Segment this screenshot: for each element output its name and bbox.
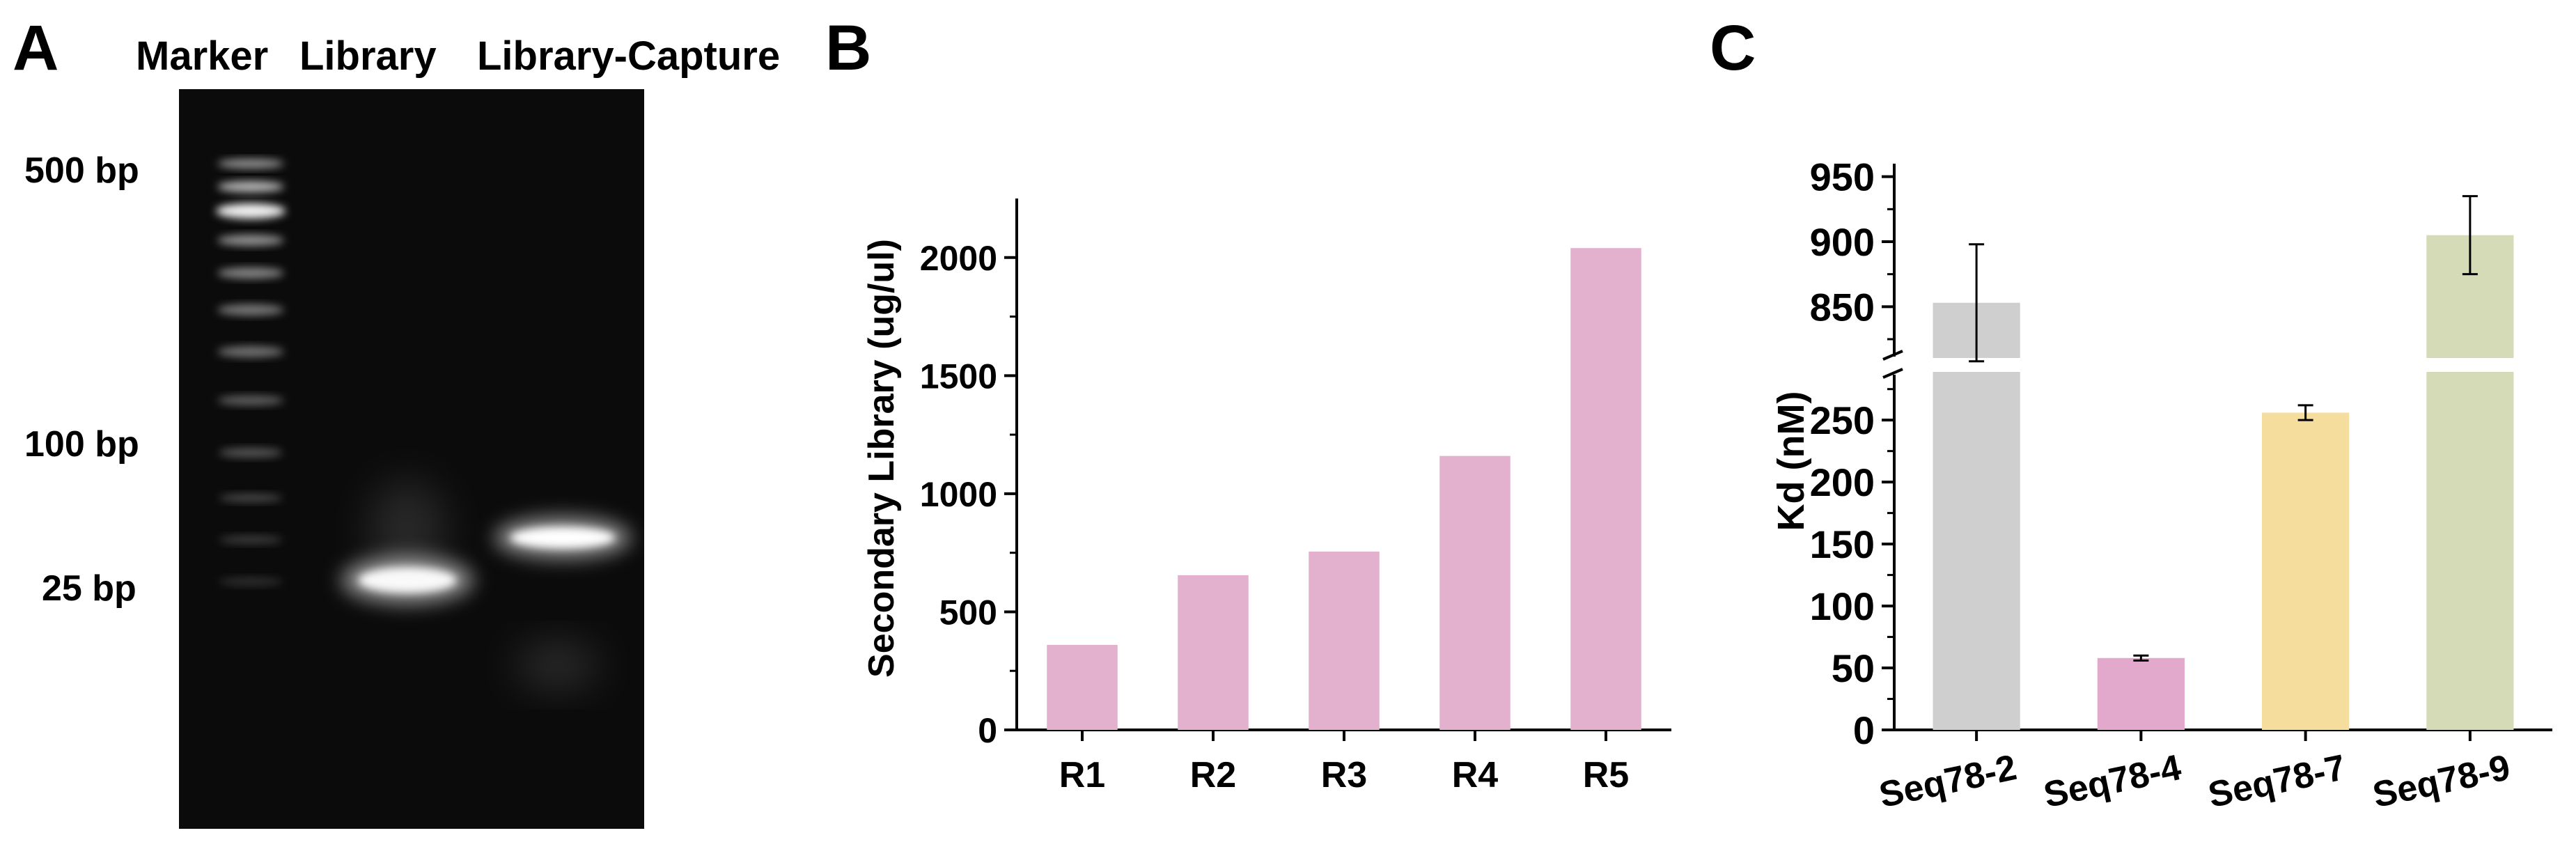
library-lane — [341, 481, 474, 604]
ladder-band — [219, 448, 283, 458]
chart-c-y-tick-label: 0 — [1853, 708, 1875, 752]
lane-label-library: Library — [299, 33, 437, 79]
library-capture-lane — [494, 517, 631, 687]
chart-c-y-tick-label: 950 — [1810, 155, 1875, 199]
chart-c-ylabel: Kd (nM) — [1770, 391, 1812, 531]
chart-b-y-tick-label: 1500 — [920, 357, 997, 396]
ladder-band — [219, 577, 283, 586]
size-label-100bp: 100 bp — [24, 424, 139, 465]
chart-b-x-tick-label: R3 — [1321, 755, 1367, 795]
chart-c-x-tick-label: Seq78-2 — [1875, 747, 2020, 816]
capture-smear — [515, 643, 599, 687]
ladder-band — [217, 396, 284, 405]
panel-a-letter: A — [13, 13, 58, 84]
chart-c-y-tick-label: 200 — [1810, 460, 1875, 504]
ladder-band — [219, 536, 283, 544]
chart-c: 0 50 100 150 200 250 850 900 950 Seq78-2 Seq78-4 Se… — [1810, 155, 2552, 816]
chart-b-bar — [1309, 551, 1380, 730]
chart-c-bar — [2097, 657, 2185, 730]
chart-b-bar — [1178, 575, 1249, 730]
panel-c-letter: C — [1710, 13, 1756, 84]
chart-b-bar — [1439, 455, 1511, 730]
ladder-band — [219, 494, 283, 502]
panel-b-letter: B — [825, 13, 871, 84]
chart-c-bar — [2426, 235, 2514, 731]
chart-c-bar-break-gap — [1930, 358, 2023, 372]
chart-b-y-tick-label: 2000 — [920, 239, 997, 278]
chart-b-x-tick-label: R2 — [1190, 755, 1236, 795]
chart-b: 0 500 1000 1500 2000 R1 R2 R3 R4 R5 — [920, 198, 1671, 795]
chart-c-y-tick-label: 250 — [1810, 398, 1875, 442]
library-smear — [369, 481, 446, 578]
chart-c-x-tick-label: Seq78-4 — [2040, 747, 2185, 816]
chart-b-y-tick-label: 500 — [939, 593, 997, 632]
panel-b: B Secondary Library (ug/ul) 0 500 1000 1500… — [825, 13, 1671, 795]
chart-c-y-tick-label: 100 — [1810, 584, 1875, 628]
chart-c-axis-break-mark — [1882, 368, 1903, 379]
lane-label-marker: Marker — [136, 33, 268, 79]
chart-c-y-tick-label: 50 — [1832, 646, 1875, 690]
chart-c-bar — [2262, 412, 2350, 730]
ladder-band — [216, 203, 286, 219]
chart-b-x-tick-label: R1 — [1059, 755, 1105, 795]
size-label-25bp: 25 bp — [42, 568, 136, 609]
chart-b-bar — [1570, 248, 1641, 730]
ladder-band — [217, 267, 284, 279]
chart-c-bar-break-gap — [2423, 358, 2517, 372]
chart-b-x-tick-label: R4 — [1452, 755, 1499, 795]
chart-c-x-tick-label: Seq78-9 — [2369, 747, 2513, 816]
ladder-band — [217, 304, 284, 316]
chart-c-x-tick-label: Seq78-7 — [2205, 747, 2349, 816]
ladder-band — [217, 181, 284, 192]
panel-a: A Marker Library Library-Capture 500 bp … — [13, 13, 780, 829]
chart-b-y-tick-label: 1000 — [920, 475, 997, 514]
chart-c-y-tick-label: 850 — [1810, 285, 1875, 329]
ladder-band — [217, 159, 284, 169]
chart-c-axis-break-mark — [1882, 350, 1903, 361]
chart-b-bar — [1047, 644, 1118, 730]
lane-label-library-capture: Library-Capture — [477, 33, 780, 79]
ladder-band — [217, 235, 284, 246]
chart-b-x-tick-label: R5 — [1583, 755, 1629, 795]
capture-band — [510, 527, 615, 548]
chart-c-y-tick-label: 150 — [1810, 522, 1875, 566]
gel-background — [179, 89, 644, 829]
marker-ladder — [216, 159, 286, 586]
chart-c-bar — [1933, 302, 2020, 730]
panel-c: C Kd (nM) 0 50 100 150 200 250 850 900 950 Seq78-… — [1710, 13, 2552, 816]
chart-c-y-tick-label: 900 — [1810, 220, 1875, 264]
library-band — [359, 568, 456, 593]
size-label-500bp: 500 bp — [24, 150, 139, 191]
chart-b-ylabel: Secondary Library (ug/ul) — [861, 239, 902, 678]
gel-image — [179, 89, 644, 829]
chart-b-y-tick-label: 0 — [978, 711, 997, 750]
ladder-band — [217, 346, 284, 357]
